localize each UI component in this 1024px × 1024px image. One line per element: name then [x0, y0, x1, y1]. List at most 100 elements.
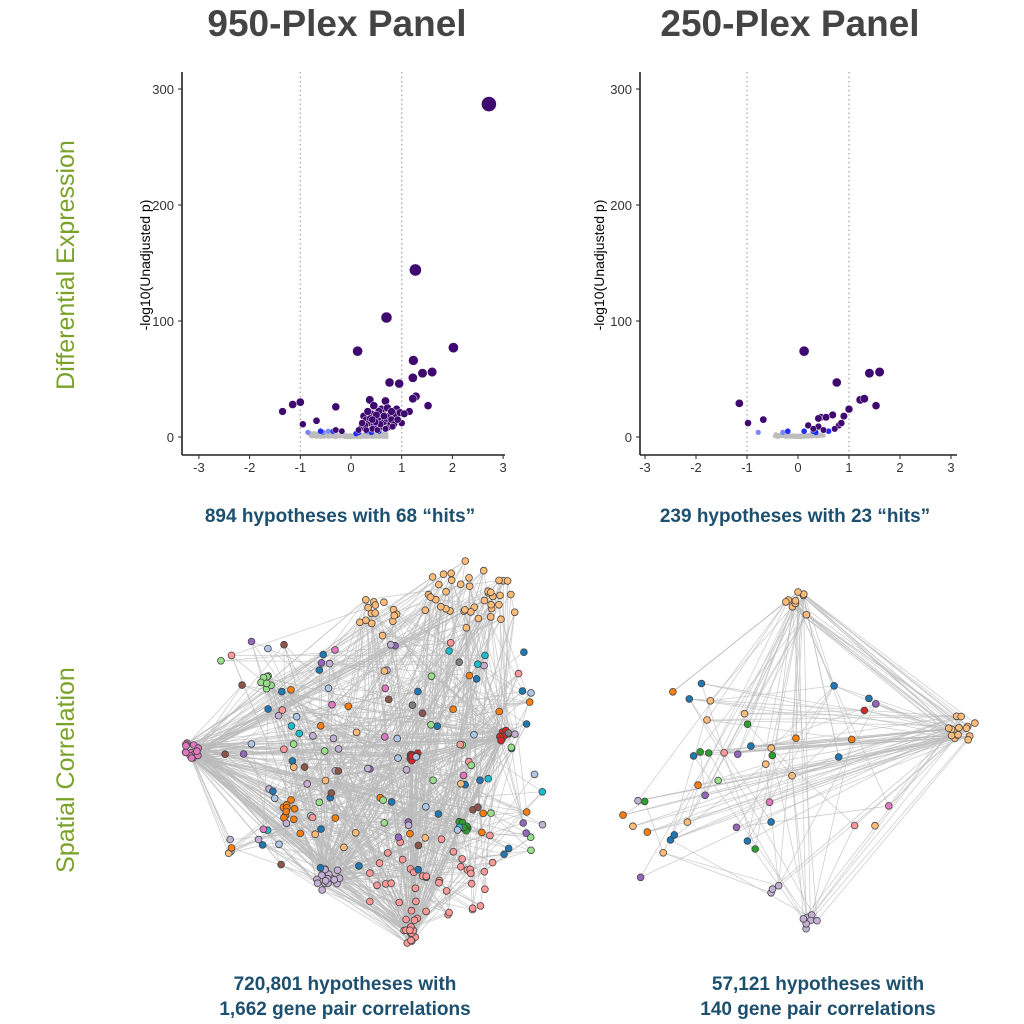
network-edge	[388, 607, 475, 700]
hit-point	[299, 420, 307, 428]
y-tick-label: 200	[610, 198, 632, 213]
network-node	[706, 696, 715, 705]
network-edge	[367, 768, 412, 928]
nonsignificant-point	[805, 433, 811, 439]
hit-point	[798, 345, 810, 357]
hit-point	[368, 415, 377, 424]
network-node	[472, 675, 481, 683]
hit-point	[369, 401, 379, 410]
network-node	[226, 835, 235, 844]
network-node	[379, 796, 387, 804]
x-tick-label: 3	[499, 460, 506, 475]
network-node	[309, 732, 317, 740]
network-node	[422, 872, 431, 881]
network-node	[414, 841, 423, 850]
network-edge	[792, 734, 958, 777]
hit-point	[373, 426, 381, 434]
network-node	[311, 830, 320, 838]
significant-point	[317, 428, 324, 435]
network-node	[461, 605, 469, 614]
network-node	[767, 744, 775, 752]
network-node	[751, 845, 759, 853]
network-node	[421, 606, 430, 615]
network-edge	[267, 829, 328, 880]
network-edge	[324, 882, 427, 912]
network-edge	[737, 703, 876, 755]
hit-point	[338, 427, 346, 435]
network-node	[461, 557, 470, 565]
network-node	[794, 588, 802, 596]
network-node	[330, 875, 339, 884]
network-edge	[380, 736, 501, 799]
network-node	[447, 576, 456, 584]
network-edge	[321, 768, 369, 876]
network-edge	[406, 769, 527, 813]
y-tick-label: 300	[610, 82, 632, 97]
network-node	[799, 915, 808, 923]
network-edge	[186, 606, 475, 744]
network-edge	[243, 753, 287, 812]
network-node	[445, 647, 453, 655]
network-node	[458, 855, 467, 863]
network-edge	[185, 599, 367, 753]
nonsignificant-point	[338, 433, 344, 439]
network-edge	[197, 747, 286, 816]
network-node	[365, 897, 374, 906]
network-edge	[662, 599, 789, 854]
network-edge	[321, 889, 412, 928]
network-edge	[286, 791, 543, 812]
network-node	[289, 740, 298, 748]
network-edge	[816, 739, 969, 921]
network-node	[473, 660, 482, 668]
network-node	[295, 729, 304, 738]
network-node	[182, 748, 190, 757]
network-edge	[403, 701, 531, 931]
network-node	[313, 879, 322, 887]
network-node	[670, 831, 679, 839]
hit-point	[831, 425, 839, 433]
network-node	[704, 749, 713, 757]
network-node	[768, 751, 777, 760]
network-node	[383, 849, 392, 857]
network-node	[437, 835, 446, 844]
network-edge	[262, 618, 479, 846]
network-node	[315, 666, 324, 674]
network-edge	[321, 594, 429, 891]
network-node	[947, 731, 956, 740]
network-node	[380, 667, 389, 675]
network-edge	[778, 703, 877, 886]
network-edge	[190, 752, 413, 942]
network-node	[486, 588, 495, 597]
y-tick-label: 100	[152, 314, 174, 329]
network-node	[269, 787, 277, 795]
network-edge	[186, 576, 433, 744]
network-edge	[431, 676, 472, 874]
network-node	[792, 734, 800, 742]
network-edge	[193, 645, 396, 756]
network-edge	[888, 716, 958, 807]
network-edge	[410, 618, 479, 756]
network-nodes	[619, 588, 979, 933]
nonsignificant-point	[801, 433, 806, 439]
network-node	[414, 865, 423, 874]
hit-point	[312, 416, 321, 425]
network-node	[683, 818, 692, 826]
network-node	[474, 614, 483, 623]
network-edge	[471, 612, 516, 884]
hit-point	[394, 378, 404, 389]
network-edge	[687, 785, 699, 823]
network-edge	[772, 735, 952, 890]
network-edge	[197, 755, 481, 907]
network-node	[442, 587, 450, 596]
network-edge	[770, 722, 976, 894]
network-edge	[290, 670, 385, 801]
network-node	[262, 679, 271, 688]
network-edge	[191, 752, 381, 799]
network-250	[619, 588, 979, 933]
network-node	[414, 687, 422, 696]
network-node	[227, 844, 236, 852]
network-node	[791, 596, 800, 605]
network-edge	[192, 757, 287, 824]
hit-point	[822, 413, 831, 422]
